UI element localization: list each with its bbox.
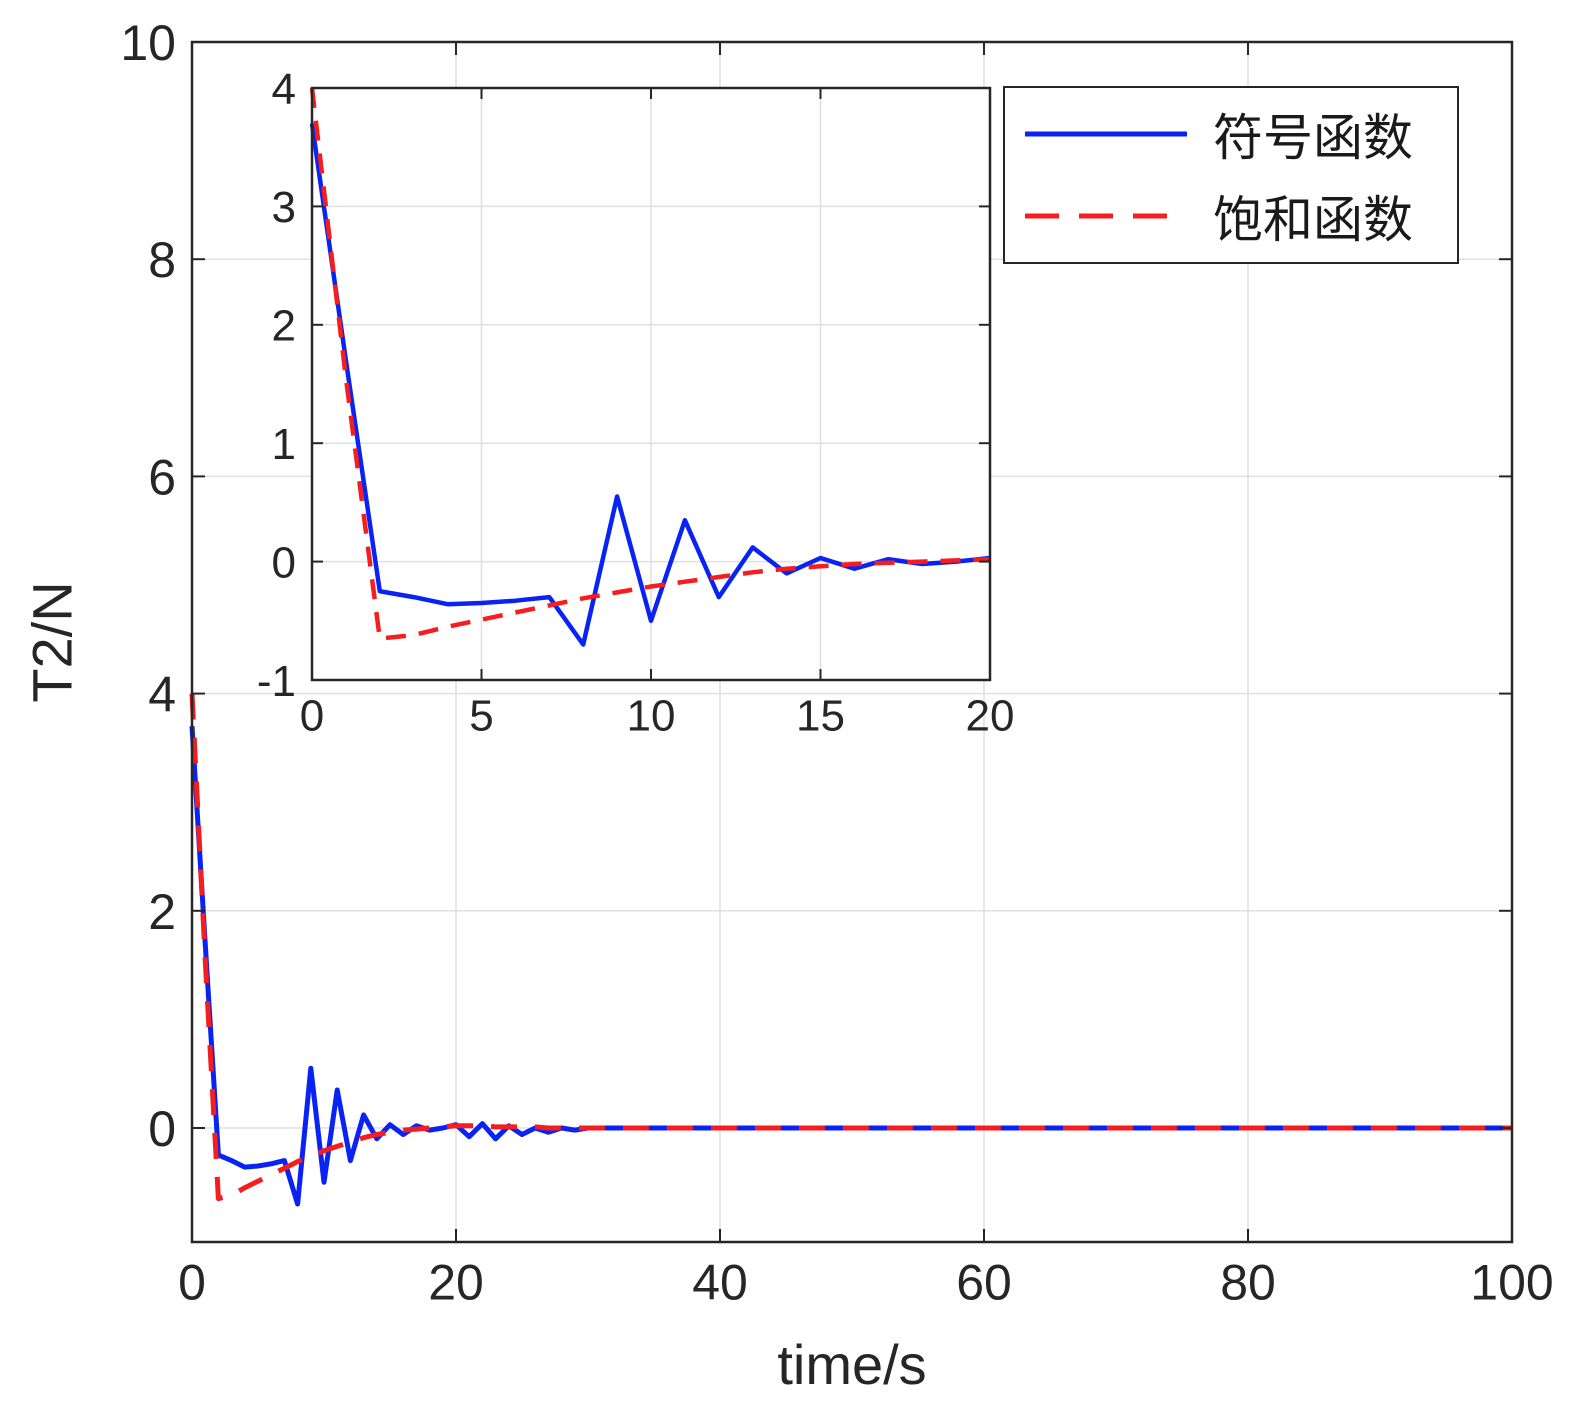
x-axis-label: time/s [777,1333,927,1396]
inset-axes-x-tick-label: 15 [796,692,845,741]
main-axes-y-tick-label: 4 [148,667,176,723]
main-axes-x-tick-label: 0 [178,1255,206,1311]
legend-entry-sign-function: 符号函数 [1021,98,1457,170]
legend: 符号函数 饱和函数 [1003,86,1459,264]
main-axes-y-tick-label: 2 [148,884,176,940]
main-axes-x-tick-label: 80 [1220,1255,1276,1311]
y-axis-label: T2/N [20,581,84,703]
main-axes-y-tick-label: 8 [148,232,176,288]
legend-sample-saturation-function-line-icon [1025,213,1187,219]
main-axes-x-tick-label: 60 [956,1255,1012,1311]
inset-axes-x-tick-label: 5 [469,692,493,741]
series-saturation-function-line [189,693,1512,1202]
inset-axes-border [310,86,992,682]
inset-axes-y-tick-label: 0 [272,538,296,587]
inset-axes-y-tick-label: 4 [272,65,296,114]
main-axes-x-tick-label: 20 [428,1255,484,1311]
main-axes-x-tick-label: 40 [692,1255,748,1311]
inset-axes-y-tick-label: 1 [272,420,296,469]
main-axes-y-tick-label: 0 [148,1101,176,1157]
legend-entry-saturation-function: 饱和函数 [1021,180,1457,252]
inset-axes-x-tick-label: 10 [627,692,676,741]
series-saturation-function-line [309,87,991,641]
inset-axes-x-tick-label: 0 [300,692,324,741]
legend-label-sign-function: 符号函数 [1213,110,1413,166]
legend-label-saturation-function: 饱和函数 [1213,192,1413,248]
inset-axes-y-tick-label: -1 [257,657,296,706]
main-axes-border [190,40,1514,1244]
legend-sample-sign-function-line-icon [1025,131,1187,137]
inset-axes-y-tick-label: 3 [272,183,296,232]
main-axes-x-tick-label: 100 [1470,1255,1553,1311]
main-axes-y-tick-label: 10 [120,15,176,71]
main-axes-y-tick-label: 6 [148,449,176,505]
inset-axes-x-tick-label: 20 [966,692,1015,741]
inset-axes-y-tick-label: 2 [272,302,296,351]
